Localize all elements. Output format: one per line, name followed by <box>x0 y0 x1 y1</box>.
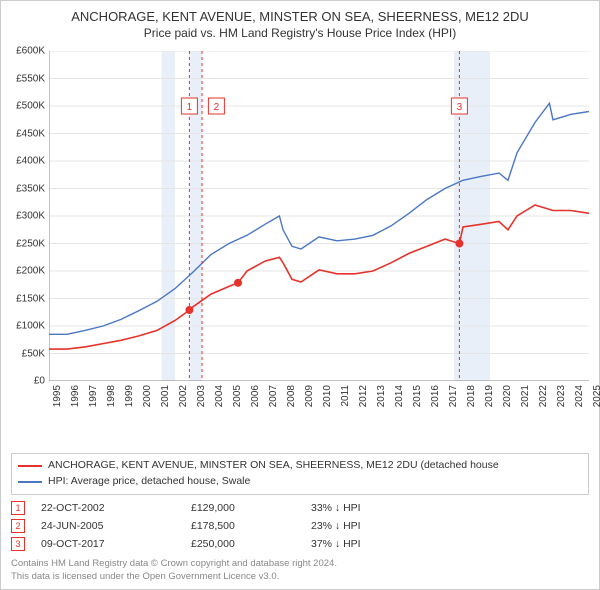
x-tick-label: 2008 <box>286 385 297 407</box>
sale-diff: 33% ↓ HPI <box>311 502 431 514</box>
legend-swatch-icon <box>18 465 42 467</box>
x-tick-label: 2014 <box>394 385 405 407</box>
sale-marker-icon: 3 <box>11 537 25 551</box>
x-tick-label: 2025 <box>592 385 600 407</box>
y-tick-label: £450K <box>16 128 45 139</box>
sales-row: 2 24-JUN-2005 £178,500 23% ↓ HPI <box>11 517 589 535</box>
sale-price: £250,000 <box>191 538 311 550</box>
x-tick-label: 1998 <box>106 385 117 407</box>
footer-note: Contains HM Land Registry data © Crown c… <box>11 558 589 583</box>
footer-line: This data is licensed under the Open Gov… <box>11 571 589 583</box>
y-tick-label: £200K <box>16 266 45 277</box>
y-tick-label: £550K <box>16 73 45 84</box>
legend-swatch-icon <box>18 481 42 483</box>
y-tick-label: £500K <box>16 101 45 112</box>
legend-label: ANCHORAGE, KENT AVENUE, MINSTER ON SEA, … <box>48 458 499 474</box>
sale-price: £178,500 <box>191 520 311 532</box>
x-tick-label: 2003 <box>196 385 207 407</box>
y-tick-label: £150K <box>16 293 45 304</box>
x-tick-label: 1997 <box>88 385 99 407</box>
sales-row: 3 09-OCT-2017 £250,000 37% ↓ HPI <box>11 535 589 553</box>
x-tick-label: 2011 <box>340 385 351 407</box>
footer-line: Contains HM Land Registry data © Crown c… <box>11 558 589 570</box>
x-tick-label: 2001 <box>160 385 171 407</box>
y-tick-label: £100K <box>16 321 45 332</box>
x-tick-label: 2010 <box>322 385 333 407</box>
x-tick-label: 2016 <box>430 385 441 407</box>
y-tick-label: £350K <box>16 183 45 194</box>
legend-row: ANCHORAGE, KENT AVENUE, MINSTER ON SEA, … <box>18 458 582 474</box>
sale-date: 22-OCT-2002 <box>41 502 191 514</box>
sale-price: £129,000 <box>191 502 311 514</box>
x-tick-label: 2006 <box>250 385 261 407</box>
svg-text:1: 1 <box>187 102 193 113</box>
x-tick-label: 2009 <box>304 385 315 407</box>
title-block: ANCHORAGE, KENT AVENUE, MINSTER ON SEA, … <box>1 1 599 44</box>
legend-row: HPI: Average price, detached house, Swal… <box>18 474 582 490</box>
x-tick-label: 2024 <box>574 385 585 407</box>
x-tick-label: 2002 <box>178 385 189 407</box>
sale-date: 09-OCT-2017 <box>41 538 191 550</box>
y-tick-label: £0 <box>34 376 45 387</box>
chart-container: ANCHORAGE, KENT AVENUE, MINSTER ON SEA, … <box>0 0 600 590</box>
sale-diff: 23% ↓ HPI <box>311 520 431 532</box>
y-tick-label: £300K <box>16 211 45 222</box>
x-tick-label: 2017 <box>448 385 459 407</box>
x-tick-label: 2015 <box>412 385 423 407</box>
sales-table: 1 22-OCT-2002 £129,000 33% ↓ HPI 2 24-JU… <box>11 499 589 553</box>
x-tick-label: 1995 <box>52 385 63 407</box>
x-tick-label: 1996 <box>70 385 81 407</box>
x-tick-label: 2021 <box>520 385 531 407</box>
x-tick-label: 2000 <box>142 385 153 407</box>
legend-box: ANCHORAGE, KENT AVENUE, MINSTER ON SEA, … <box>11 453 589 495</box>
sale-date: 24-JUN-2005 <box>41 520 191 532</box>
sale-diff: 37% ↓ HPI <box>311 538 431 550</box>
x-tick-label: 2007 <box>268 385 279 407</box>
x-tick-label: 2004 <box>214 385 225 407</box>
y-tick-label: £250K <box>16 238 45 249</box>
y-tick-label: £400K <box>16 156 45 167</box>
x-tick-label: 2018 <box>466 385 477 407</box>
title-sub: Price paid vs. HM Land Registry's House … <box>5 26 595 40</box>
x-tick-label: 2013 <box>376 385 387 407</box>
x-tick-label: 1999 <box>124 385 135 407</box>
chart-svg: 1 2 3 <box>49 51 589 381</box>
x-tick-label: 2020 <box>502 385 513 407</box>
x-tick-label: 2022 <box>538 385 549 407</box>
sale-marker-icon: 1 <box>11 501 25 515</box>
x-tick-label: 2023 <box>556 385 567 407</box>
chart-zone: 123 £0£50K£100K£150K£200K£250K£300K£350K… <box>49 51 589 411</box>
svg-text:2: 2 <box>214 102 220 113</box>
x-tick-label: 2005 <box>232 385 243 407</box>
sales-row: 1 22-OCT-2002 £129,000 33% ↓ HPI <box>11 499 589 517</box>
sale-marker-icon: 2 <box>11 519 25 533</box>
legend-label: HPI: Average price, detached house, Swal… <box>48 474 250 490</box>
y-tick-label: £600K <box>16 46 45 57</box>
x-tick-label: 2012 <box>358 385 369 407</box>
title-main: ANCHORAGE, KENT AVENUE, MINSTER ON SEA, … <box>5 9 595 24</box>
x-tick-label: 2019 <box>484 385 495 407</box>
svg-text:3: 3 <box>457 102 463 113</box>
y-tick-label: £50K <box>22 348 45 359</box>
